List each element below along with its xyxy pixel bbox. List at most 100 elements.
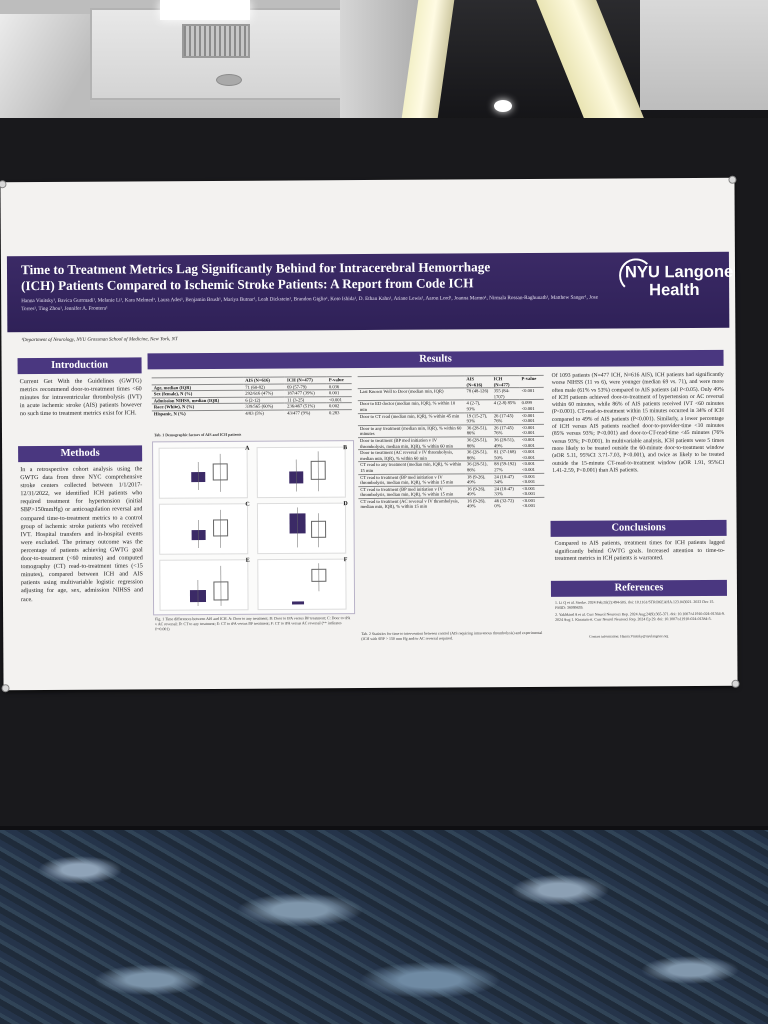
table-row: Door to ED doctor (median min, IQR), % w… (357, 399, 544, 414)
table-cell: <0.001 <0.001 (520, 472, 545, 486)
table-cell: 81 (37-168) 50% (492, 448, 520, 462)
ceiling-light (160, 0, 250, 20)
table2-caption: Tab. 2 Statistics for time to interventi… (361, 630, 543, 641)
table-header: AIS (N=616) (464, 375, 492, 389)
table-cell: CT read to any treatment (median min, IQ… (358, 461, 465, 475)
push-pin-icon (0, 180, 7, 189)
table-cell: Door to any treatment (median min, IQR),… (357, 424, 465, 438)
introduction-text: Current Get With the Guidelines (GWTG) m… (19, 378, 142, 418)
table-cell: 43/477 (9%) (285, 409, 328, 417)
table-cell: 88 (59-192) 27% (492, 460, 521, 474)
table-cell: 36 (28-51), 86% (464, 448, 493, 462)
boxplot-panel-a (158, 447, 248, 499)
table-cell: 4 (2-7), 93% (464, 400, 492, 413)
table-cell: Last Known Well to Door (median min, IQR… (357, 388, 465, 401)
table-cell: 36 (28-51), 86% (464, 424, 493, 437)
methods-heading: Methods (18, 445, 143, 463)
boxplot-panel-c (158, 503, 249, 555)
table-header: ICH (N=477) (491, 375, 520, 388)
panel-label: F (343, 557, 348, 564)
table-cell: 26 (17-45) 76% (491, 412, 520, 425)
boxplot-panel-d (256, 502, 347, 555)
time-metrics-table: AIS (N=616) ICH (N=477) P-value Last Kno… (357, 375, 545, 511)
table-cell: 18 (9-26), 49% (464, 473, 493, 486)
introduction-heading: Introduction (17, 357, 142, 375)
ceiling-fixture (216, 74, 242, 86)
table-cell: 16 (9-26), 49% (465, 485, 493, 498)
table-row: Door to CT read (median min, IQR), % wit… (357, 411, 544, 426)
ceiling-panel (640, 0, 768, 110)
boxplot-panel-f (257, 558, 347, 611)
table-cell: Door to CT read (median min, IQR), % wit… (357, 412, 465, 426)
poster-title: Time to Treatment Metrics Lag Significan… (21, 259, 601, 295)
demographics-table: AIS (N=616) ICH (N=477) P-value Age, med… (151, 376, 352, 417)
boxplot-panel-b (256, 446, 346, 499)
reference-item: 1. Li Q et al. Stroke. 2024 Feb;55(2):49… (555, 599, 715, 610)
table-cell: 4 (2-8) 85% (491, 399, 520, 413)
table-row: CT read to any treatment (median min, IQ… (358, 460, 545, 475)
logo-line: NYU Langone (624, 262, 734, 282)
table-cell: 0.283 (327, 409, 352, 416)
table-cell: Door to treatment (AC reversal v IV thro… (358, 449, 465, 462)
ceiling-beam (0, 0, 90, 120)
table-cell: Door to treatment (BP med initiation v I… (358, 436, 465, 450)
table-cell: 4/83 (5%) (243, 409, 286, 417)
table-row: CT read to treatment (BP med initiation … (358, 485, 545, 499)
table-cell: <0.001 <0.001 (519, 424, 545, 437)
table-row: Hispanic, N (%) 4/83 (5%) 43/477 (9%) 0.… (151, 409, 352, 417)
table-cell: 46 (32-72) 0% (492, 497, 521, 510)
table-cell: <0.001 <0.001 (519, 448, 545, 461)
panel-label: B (343, 445, 348, 452)
conclusions-heading: Conclusions (550, 519, 727, 537)
table-cell: <0.001 <0.001 (519, 460, 545, 474)
conclusions-text: Compared to AIS patients, treatment time… (554, 539, 725, 563)
table-cell: 19 (15-27), 93% (464, 412, 492, 425)
table-row: CT read to treatment (BP med initiation … (358, 472, 545, 487)
panel-label: E (245, 557, 250, 564)
department-affiliation: ¹Department of Neurology, NYU Grossman S… (21, 337, 178, 344)
carpet (0, 830, 768, 1024)
contact-info: Contact information: Hanna.Vinitsky@nyul… (589, 634, 669, 639)
ceiling (0, 0, 768, 120)
table-cell: 24 (10-47) 33% (492, 485, 521, 498)
table-header (357, 375, 465, 389)
table-cell: 0.099 <0.001 (519, 399, 544, 413)
table-row: CT read to treatment (AC reversal v IV t… (358, 497, 545, 511)
results-summary: Of 1093 patients (N=477 ICH, N=616 AIS),… (551, 371, 725, 474)
table-cell: Door to ED doctor (median min, IQR), % w… (357, 400, 465, 414)
author-list: Hanna Vinitsky¹, Bavica Gurrmadi¹, Melan… (21, 294, 599, 312)
push-pin-icon (731, 679, 740, 688)
table-cell: Hispanic, N (%) (151, 410, 244, 417)
figure1-caption: Fig. 1 Time differences between AIS and … (155, 616, 351, 631)
table-row: Door to treatment (AC reversal v IV thro… (358, 448, 545, 462)
reference-item: 2. Yakhkind A et al. Curr Neurol Neurosc… (555, 611, 725, 622)
results-heading: Results (147, 349, 724, 370)
table-row: Door to any treatment (median min, IQR),… (357, 424, 545, 438)
table-cell: 16 (9-26), 49% (465, 497, 493, 510)
research-poster: Time to Treatment Metrics Lag Significan… (0, 175, 740, 693)
table-header-row: AIS (N=616) ICH (N=477) P-value (357, 375, 544, 389)
ceiling-spotlight (494, 100, 512, 112)
table-row: Last Known Well to Door (median min, IQR… (357, 387, 544, 401)
panel-label: D (343, 501, 348, 508)
table-cell: <0.001 <0.001 (520, 485, 545, 498)
table-cell: <0.001 (519, 387, 544, 400)
logo-line: Health (649, 280, 700, 300)
table-cell: 78 (48-126) (464, 387, 492, 401)
references-heading: References (550, 579, 727, 597)
push-pin-icon (1, 684, 10, 693)
boxplot-panel-e (159, 559, 249, 611)
table-cell: <0.001 <0.001 (520, 497, 545, 510)
table-header: P-value (519, 375, 544, 388)
methods-text: In a retrospective cohort analysis using… (20, 466, 143, 603)
table-cell: CT read to treatment (AC reversal v IV t… (358, 497, 466, 511)
poster-banner: Time to Treatment Metrics Lag Significan… (6, 251, 733, 333)
table1-caption: Tab. 1 Demographic factors of AIS and IC… (153, 432, 242, 438)
table-cell: 355 (84-1707) (491, 387, 520, 401)
title-line: (ICH) Patients Compared to Ischemic Stro… (21, 275, 474, 294)
table-cell: CT read to treatment (BP med initiation … (358, 485, 466, 499)
push-pin-icon (728, 175, 737, 184)
table-cell: 36 (28-51), 49% (492, 436, 520, 449)
table-row: Door to treatment (BP med initiation v I… (358, 436, 545, 450)
table-cell: 36 (28-51), 86% (464, 461, 493, 474)
